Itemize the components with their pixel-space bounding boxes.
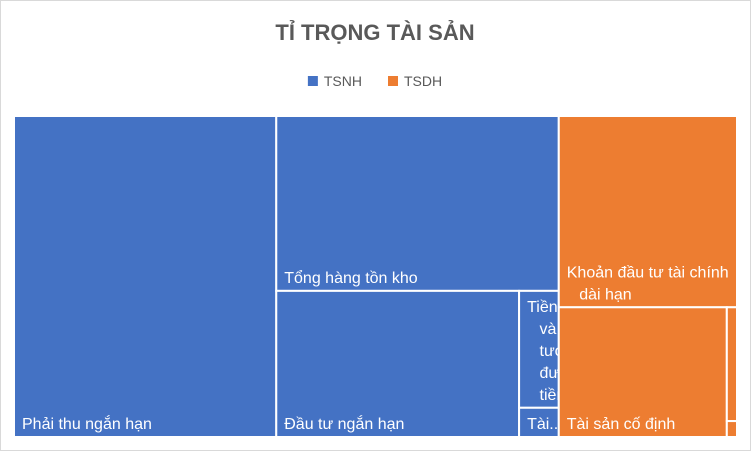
- tile-label: Tài sản cố định: [567, 416, 676, 433]
- legend-label: TSDH: [404, 73, 442, 89]
- legend-label: TSNH: [324, 73, 362, 89]
- legend-swatch: [388, 76, 398, 86]
- legend-swatch: [307, 76, 318, 86]
- chart-title: TỈ TRỌNG TÀI SẢN: [275, 20, 474, 45]
- tile-label: Phải thu ngắn hạn: [22, 414, 152, 433]
- tile-label: Đầu tư ngắn hạn: [284, 414, 404, 433]
- tile-label: Khoản đầu tư tài chính dài hạn: [567, 264, 729, 303]
- tile-label: Tài...: [527, 416, 563, 433]
- tile: [518, 289, 560, 409]
- legend: TSNH TSDH: [307, 73, 442, 89]
- tile: [557, 115, 739, 309]
- tile: [725, 306, 739, 423]
- tile: [275, 289, 521, 438]
- tile: [725, 420, 739, 439]
- tile-label: Tổng hàng tồn kho: [284, 269, 418, 287]
- tile: [275, 115, 560, 292]
- tile: [13, 115, 278, 438]
